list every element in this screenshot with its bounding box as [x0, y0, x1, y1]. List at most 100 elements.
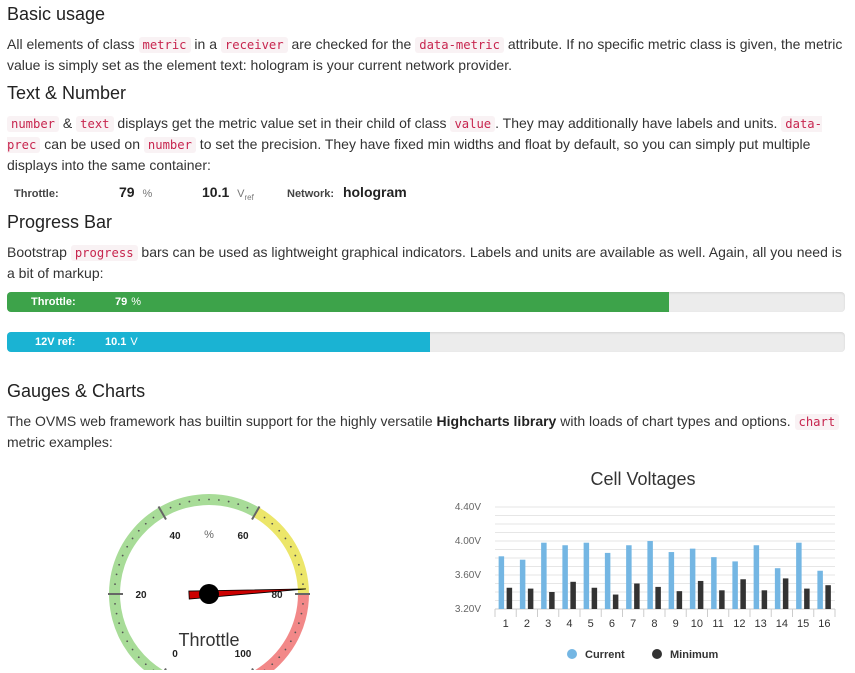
gauge-minor-tick	[121, 554, 124, 557]
chart-bar-current	[796, 542, 802, 609]
chart-bar-minimum	[549, 592, 555, 609]
metric-network-label: Network:	[287, 188, 335, 200]
chart-bar-minimum	[612, 594, 619, 609]
gauge-minor-tick	[131, 648, 134, 651]
gauge-minor-tick	[118, 563, 121, 566]
chart-x-tick-label: 5	[588, 618, 594, 630]
chart-x-tick-label: 15	[797, 618, 809, 630]
chart-bar-minimum	[804, 588, 810, 609]
chart-bar-minimum	[740, 579, 746, 609]
gauge-minor-tick	[114, 583, 116, 586]
gauge-minor-tick	[297, 563, 300, 566]
chart-x-tick-label: 11	[712, 618, 723, 630]
code-text: text	[76, 116, 114, 132]
chart-bar-current	[498, 556, 505, 609]
chart-bar-current	[732, 561, 738, 609]
chart-bar-minimum	[655, 586, 661, 609]
chart-bar-current	[647, 541, 653, 609]
metric-network-value: hologram	[342, 184, 407, 200]
gauge-band-1	[253, 507, 309, 594]
chart-bar-minimum	[634, 583, 640, 609]
code-data-metric: data-metric	[415, 37, 504, 53]
chart-x-tick-label: 1	[503, 618, 509, 630]
gauge-minor-tick	[227, 500, 230, 503]
code-value: value	[450, 116, 496, 132]
gauge-minor-tick	[198, 499, 201, 501]
gauge-minor-tick	[297, 622, 300, 625]
chart-bar-minimum	[506, 587, 513, 609]
code-number-2: number	[143, 137, 196, 153]
chart-bar-minimum	[676, 591, 683, 609]
code-progress: progress	[70, 245, 138, 261]
legend-marker-minimum	[652, 649, 662, 659]
gauge-minor-tick	[284, 648, 287, 651]
gauge-minor-tick	[289, 640, 292, 643]
gauge-minor-tick	[208, 498, 210, 501]
chart-y-tick-label: 3.20V	[455, 604, 481, 615]
legend-label-minimum[interactable]: Minimum	[670, 649, 718, 661]
chart-x-tick-label: 3	[545, 618, 551, 630]
chart-y-tick-label: 4.00V	[455, 536, 481, 547]
gauge-pivot	[199, 584, 219, 604]
paragraph-text-number: number & text displays get the metric va…	[7, 115, 822, 173]
chart-bar-minimum	[697, 580, 704, 609]
gauge-minor-tick	[289, 545, 292, 548]
chart-bar-minimum	[761, 590, 768, 609]
heading-text-number: Text & Number	[7, 83, 127, 103]
chart-bar-current	[626, 545, 632, 609]
gauge-minor-tick	[271, 522, 274, 525]
gauge-minor-tick	[169, 506, 172, 509]
code-receiver: receiver	[220, 37, 288, 53]
chart-title: Cell Voltages	[590, 469, 695, 489]
chart-x-tick-label: 7	[630, 618, 636, 630]
gauge-minor-tick	[126, 640, 129, 643]
gauge-minor-tick	[137, 656, 140, 659]
gauge-minor-tick	[144, 663, 147, 666]
gauge-minor-tick	[246, 506, 249, 509]
chart-x-tick-label: 9	[673, 618, 679, 630]
chart-bar-current	[583, 542, 590, 609]
chart-bar-minimum	[825, 585, 831, 609]
gauge-tick-label: 80	[271, 590, 283, 601]
chart-x-tick-label: 4	[566, 618, 572, 630]
gauge-title: Throttle	[178, 630, 239, 650]
gauge-minor-tick	[278, 656, 281, 659]
gauge-tick-label: 0	[172, 649, 178, 660]
metric-throttle-value: 79 %	[119, 184, 153, 200]
gauge-unit-label: %	[204, 529, 214, 541]
paragraph-basic-usage: All elements of class metric in a receiv…	[7, 36, 843, 73]
metric-network: Network: hologram	[287, 182, 407, 204]
gauge-minor-tick	[126, 545, 129, 548]
chart-bar-current	[668, 552, 675, 609]
gauge-minor-tick	[284, 537, 287, 540]
chart-bar-current	[562, 545, 568, 609]
gauge-minor-tick	[178, 503, 181, 506]
chart-x-tick-label: 14	[776, 618, 788, 630]
chart-bar-minimum	[527, 588, 534, 609]
heading-basic-usage: Basic usage	[7, 4, 106, 24]
chart-bar-current	[711, 557, 717, 609]
gauge-minor-tick	[263, 516, 266, 519]
progress-throttle-fill: Throttle: 79%	[7, 292, 670, 312]
gauge-minor-tick	[137, 529, 140, 532]
gauge-minor-tick	[300, 573, 303, 576]
gauge-major-tick	[157, 506, 167, 521]
gauge-major-tick	[251, 506, 261, 521]
code-number: number	[7, 116, 60, 132]
gauge-minor-tick	[300, 612, 303, 615]
gauge-tick-label: 40	[169, 531, 181, 542]
chart-bar-current	[817, 570, 823, 609]
gauge-minor-tick	[294, 631, 297, 634]
gauge-minor-tick	[121, 631, 124, 634]
legend-marker-current	[567, 649, 577, 659]
chart-legend: Current Minimum	[567, 649, 718, 661]
gauge-minor-tick	[115, 612, 118, 615]
chart-bar-minimum	[782, 578, 789, 609]
gauge-minor-tick	[294, 554, 297, 557]
gauge-minor-tick	[144, 522, 147, 525]
legend-label-current[interactable]: Current	[585, 649, 625, 661]
paragraph-gauges-charts: The OVMS web framework has builtin suppo…	[7, 411, 849, 452]
chart-bar-minimum	[591, 587, 598, 609]
gauge-tick-label: 100	[235, 649, 252, 660]
